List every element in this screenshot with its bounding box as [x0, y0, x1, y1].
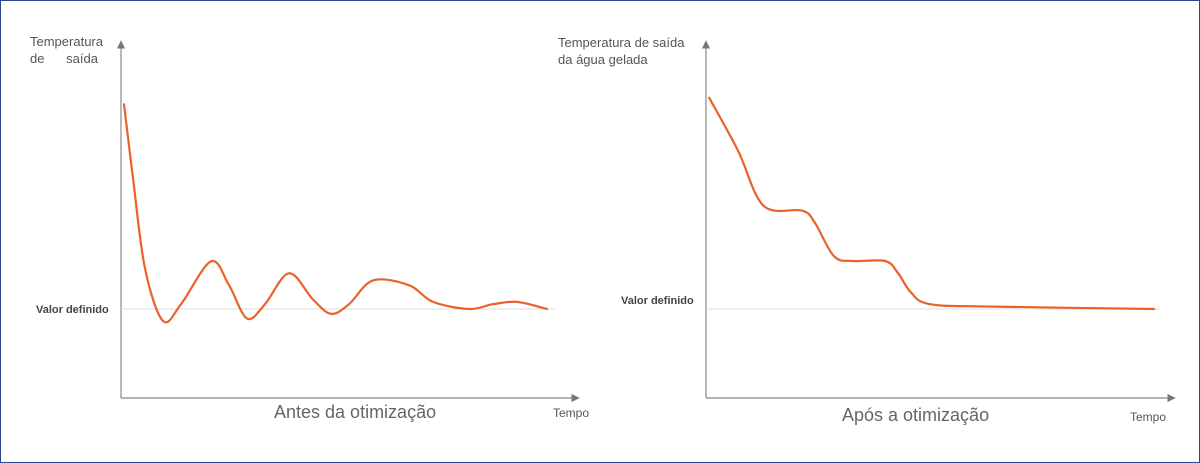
y-axis-label-line-2: da água gelada: [558, 52, 648, 67]
panel-before: Temperatura de saída Valor definido Temp…: [30, 34, 589, 422]
setpoint-label: Valor definido: [36, 304, 109, 316]
x-axis-label: Tempo: [1130, 410, 1166, 424]
chart-title: Antes da otimização: [274, 402, 436, 422]
x-axis-label: Tempo: [553, 406, 589, 420]
y-axis-label-line-2: de saída: [30, 51, 99, 66]
chart-title: Após a otimização: [842, 405, 989, 425]
setpoint-label: Valor definido: [621, 295, 694, 307]
series-line: [708, 96, 1156, 311]
series-line: [122, 103, 549, 324]
y-axis-label-line-1: Temperatura: [30, 34, 104, 49]
y-axis-label-line-1: Temperatura de saída: [558, 35, 685, 50]
panel-after: Temperatura de saída da água gelada Valo…: [558, 35, 1176, 425]
